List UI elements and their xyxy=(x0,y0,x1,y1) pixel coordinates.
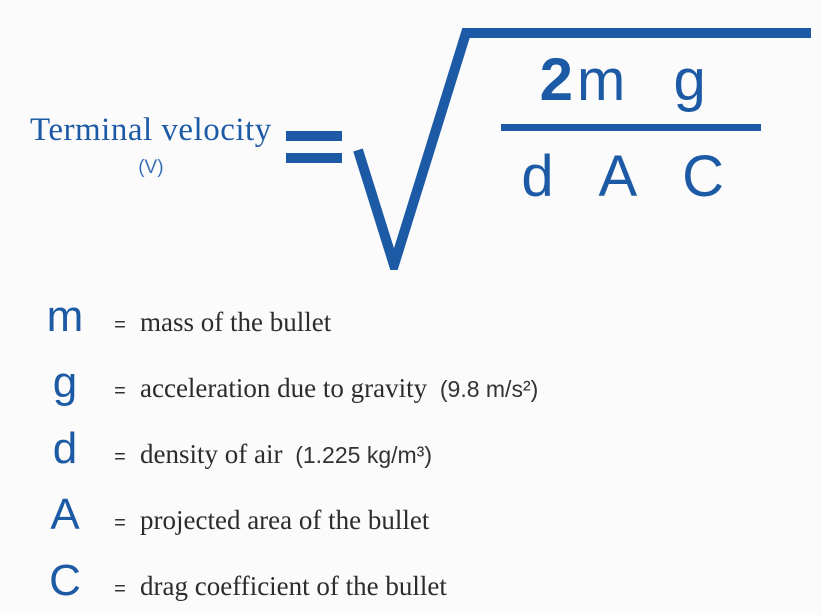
fraction: 2m g d A C xyxy=(481,45,781,210)
def-symbol: g xyxy=(30,361,100,405)
def-equals: = xyxy=(100,380,140,403)
def-description: density of air (1.225 kg/m³) xyxy=(140,439,432,470)
def-equals: = xyxy=(100,446,140,469)
def-symbol: d xyxy=(30,427,100,471)
def-symbol: C xyxy=(30,559,100,603)
radical: 2m g d A C xyxy=(346,25,791,265)
def-symbol: m xyxy=(30,295,100,339)
numerator: 2m g xyxy=(481,45,781,114)
def-equals: = xyxy=(100,512,140,535)
definitions-list: m = mass of the bullet g = acceleration … xyxy=(30,295,791,603)
definition-row: d = density of air (1.225 kg/m³) xyxy=(30,427,791,471)
numerator-vars: m g xyxy=(577,48,722,113)
definition-row: g = acceleration due to gravity (9.8 m/s… xyxy=(30,361,791,405)
definition-row: A = projected area of the bullet xyxy=(30,493,791,537)
definition-row: C = drag coefficient of the bullet xyxy=(30,559,791,603)
terminal-velocity-symbol: (V) xyxy=(30,157,272,179)
def-value: (1.225 kg/m³) xyxy=(295,442,432,468)
definition-row: m = mass of the bullet xyxy=(30,295,791,339)
def-description: acceleration due to gravity (9.8 m/s²) xyxy=(140,373,538,404)
def-description: projected area of the bullet xyxy=(140,505,435,536)
def-equals: = xyxy=(100,314,140,337)
def-symbol: A xyxy=(30,493,100,537)
formula-lhs: Terminal velocity (V) xyxy=(30,112,286,179)
def-equals: = xyxy=(100,578,140,601)
figure: Terminal velocity (V) 2m g d A C m = mas… xyxy=(0,0,821,615)
def-value: (9.8 m/s²) xyxy=(440,376,538,402)
def-description: mass of the bullet xyxy=(140,307,337,338)
formula-row: Terminal velocity (V) 2m g d A C xyxy=(30,20,791,270)
denominator: d A C xyxy=(481,143,781,210)
def-description: drag coefficient of the bullet xyxy=(140,571,453,602)
fraction-bar xyxy=(501,124,761,131)
terminal-velocity-label: Terminal velocity xyxy=(30,112,272,149)
numerator-constant: 2 xyxy=(540,46,577,113)
